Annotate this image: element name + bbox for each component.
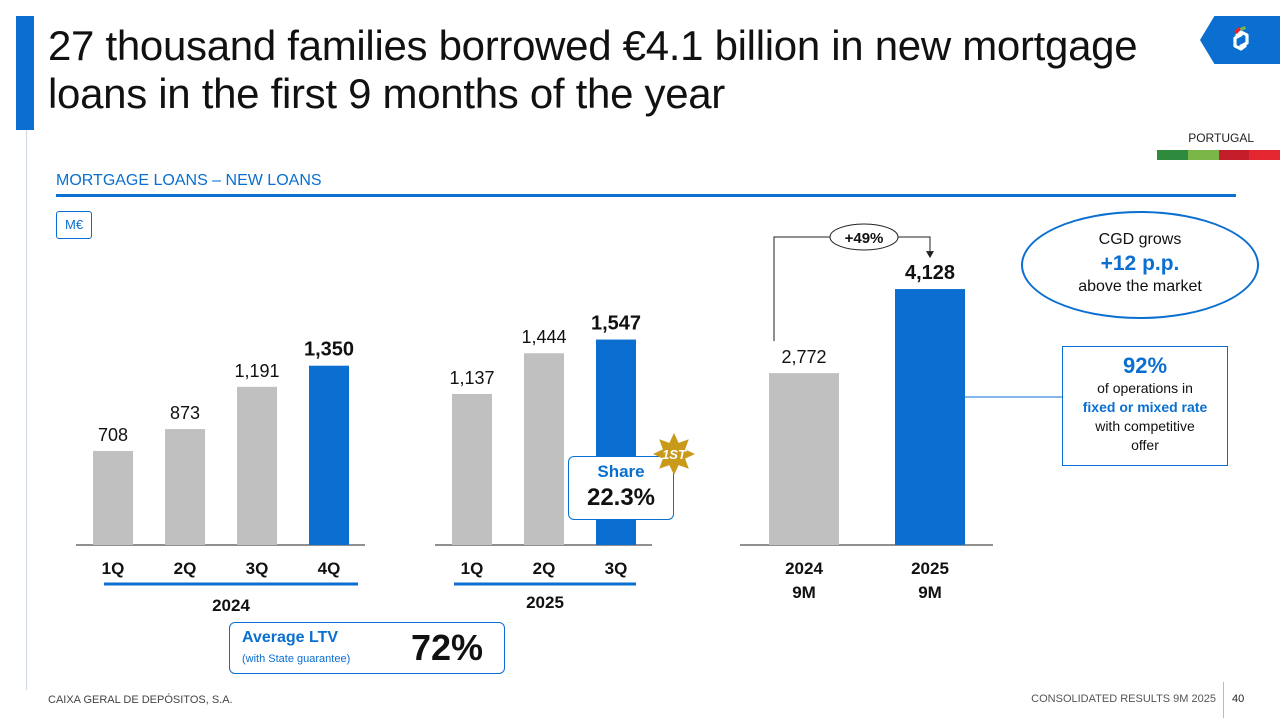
fixed-rate-line-3: offer <box>1131 437 1159 453</box>
tick-label: 1Q <box>461 559 484 578</box>
first-rank-badge-icon: 1ST <box>653 433 695 475</box>
share-value: 22.3% <box>586 484 656 511</box>
tick-label-line: 3Q <box>246 559 269 578</box>
page-title: 27 thousand families borrowed €4.1 billi… <box>48 22 1138 117</box>
tick-label-line: 1Q <box>102 559 125 578</box>
footer-divider <box>1223 682 1224 718</box>
tick-label-line: 4Q <box>318 559 341 578</box>
section-title: MORTGAGE LOANS – NEW LOANS <box>56 172 322 189</box>
fixed-rate-percent: 92% <box>1122 353 1168 378</box>
tick-label: 2024 9M <box>785 559 823 602</box>
tick-label-line: 3Q <box>605 559 628 578</box>
bar <box>769 373 839 545</box>
ltv-note: (with State guarantee) <box>242 653 351 665</box>
fixed-rate-line-2: with competitive <box>1095 418 1195 434</box>
ltv-value: 72% <box>411 627 484 668</box>
page-number: 40 <box>1232 693 1245 705</box>
flag-segment-2 <box>1187 150 1219 160</box>
tick-label: 1Q <box>102 559 125 578</box>
data-label: 1,350 <box>304 339 354 361</box>
section-rule <box>56 194 1236 197</box>
callout-line-3: above the market <box>1078 278 1202 295</box>
data-label: 2,772 <box>781 347 826 367</box>
bar <box>524 353 564 545</box>
tick-label: 3Q <box>605 559 628 578</box>
share-callout: Share 22.3% <box>568 456 674 520</box>
country-tag: PORTUGAL <box>1188 131 1254 145</box>
country-flag-strip <box>1157 150 1280 160</box>
ltv-callout: Average LTV (with State guarantee) 72% <box>229 622 505 674</box>
share-label: Share <box>597 462 645 481</box>
growth-label: +49% <box>845 230 884 247</box>
data-label: 1,137 <box>449 368 494 388</box>
data-label: 4,128 <box>905 262 955 284</box>
footer-report-title: CONSOLIDATED RESULTS 9M 2025 <box>1031 693 1216 705</box>
group-label: 2024 <box>212 596 250 615</box>
data-label: 873 <box>170 403 200 423</box>
tick-label: 3Q <box>246 559 269 578</box>
cgd-logo <box>1200 16 1280 64</box>
group-label: 2025 <box>526 593 564 612</box>
data-label: 1,444 <box>521 327 566 347</box>
ltv-label: Average LTV <box>242 629 339 646</box>
callout-growth-value: +12 p.p. <box>1100 252 1180 275</box>
tick-label-line: 1Q <box>461 559 484 578</box>
growth-arrowhead <box>926 251 934 259</box>
flag-segment-3 <box>1218 150 1250 160</box>
tick-label-line: 2024 <box>785 559 823 578</box>
cgd-logo-icon <box>1233 26 1249 51</box>
market-growth-callout: CGD grows +12 p.p. above the market <box>1021 211 1259 319</box>
growth-badge <box>829 223 899 251</box>
tick-label: 2025 9M <box>911 559 949 602</box>
tick-label: 4Q <box>318 559 341 578</box>
callout-line-1: CGD grows <box>1098 231 1182 248</box>
bar <box>895 289 965 545</box>
unit-badge: M€ <box>56 211 93 239</box>
tick-label-line: 9M <box>918 583 942 602</box>
title-accent-bar <box>16 16 34 130</box>
tick-label-line: 2Q <box>533 559 556 578</box>
tick-label: 2Q <box>174 559 197 578</box>
left-divider <box>26 130 27 690</box>
bar <box>93 450 133 545</box>
bar <box>237 386 277 545</box>
flag-segment-1 <box>1157 150 1188 160</box>
bar <box>165 429 205 545</box>
bar <box>452 394 492 545</box>
tick-label-line: 2Q <box>174 559 197 578</box>
data-label: 1,191 <box>234 361 279 381</box>
tick-label-line: 2025 <box>911 559 949 578</box>
rank-text: 1ST <box>662 447 687 462</box>
footer-company: CAIXA GERAL DE DEPÓSITOS, S.A. <box>48 694 233 706</box>
fixed-rate-highlight: fixed or mixed rate <box>1082 399 1208 415</box>
fixed-rate-callout: 92% of operations in fixed or mixed rate… <box>1062 346 1228 466</box>
data-label: 708 <box>98 425 128 445</box>
tick-label-line: 9M <box>792 583 816 602</box>
bar <box>309 365 349 545</box>
flag-segment-4 <box>1249 150 1280 160</box>
rank-star-shape <box>653 433 695 475</box>
tick-label: 2Q <box>533 559 556 578</box>
fixed-rate-line-1: of operations in <box>1097 380 1193 396</box>
data-label: 1,547 <box>591 313 641 335</box>
